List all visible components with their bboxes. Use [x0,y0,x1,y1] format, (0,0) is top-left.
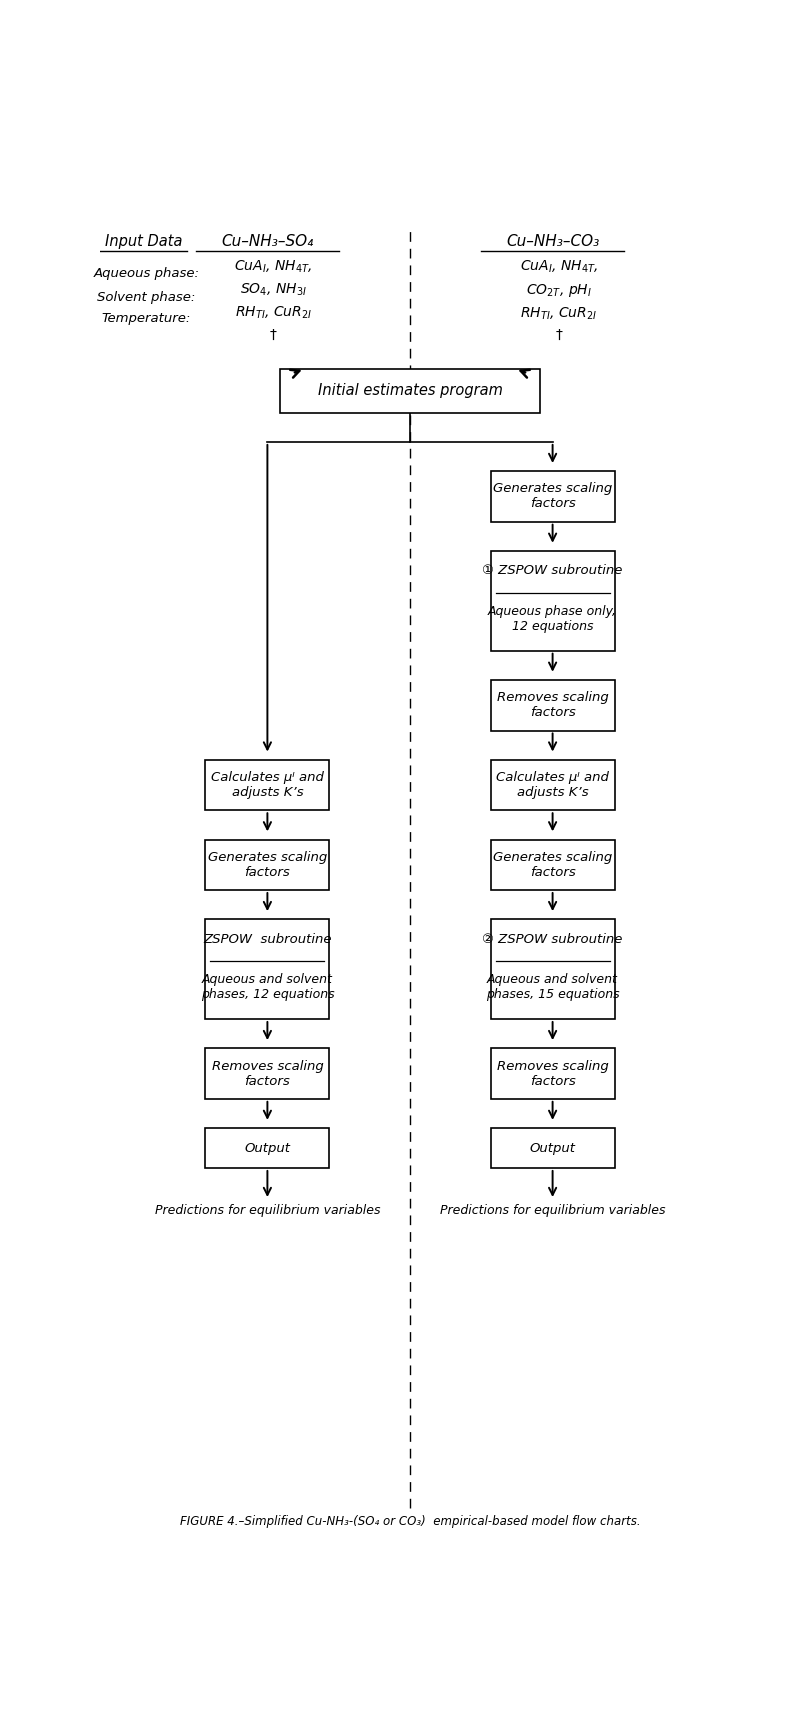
Bar [206,839,330,889]
Text: Initial estimates program: Initial estimates program [318,383,502,399]
Text: Predictions for equilibrium variables: Predictions for equilibrium variables [154,1204,380,1218]
Text: Calculates μᴵ and
adjusts K’s: Calculates μᴵ and adjusts K’s [496,770,609,800]
Text: Output: Output [530,1142,575,1155]
Text: ZSPOW  subroutine: ZSPOW subroutine [203,933,332,946]
Bar [206,1048,330,1098]
Text: Output: Output [245,1142,290,1155]
Bar [490,760,614,810]
Bar [206,1128,330,1167]
Text: Generates scaling
factors: Generates scaling factors [493,482,612,511]
Text: CuA$_I$, NH$_{4T}$,
SO$_4$, NH$_{3I}$
RH$_{TI}$, CuR$_{2I}$
$\dagger$: CuA$_I$, NH$_{4T}$, SO$_4$, NH$_{3I}$ RH… [234,259,313,342]
Text: Aqueous phase only,
12 equations: Aqueous phase only, 12 equations [488,604,617,632]
Bar [206,919,330,1019]
Bar [206,760,330,810]
Text: Generates scaling
factors: Generates scaling factors [208,851,327,879]
Bar [490,919,614,1019]
Text: Calculates μᴵ and
adjusts K’s: Calculates μᴵ and adjusts K’s [211,770,324,800]
Text: ① ZSPOW subroutine: ① ZSPOW subroutine [482,565,622,577]
Bar [490,471,614,522]
Text: Solvent phase:: Solvent phase: [98,292,196,304]
Bar [490,680,614,731]
Text: Cu–NH₃–SO₄: Cu–NH₃–SO₄ [222,235,314,249]
Bar [280,370,540,413]
Text: Removes scaling
factors: Removes scaling factors [497,1060,609,1088]
Text: Cu–NH₃–CO₃: Cu–NH₃–CO₃ [506,235,599,249]
Text: Removes scaling
factors: Removes scaling factors [497,691,609,718]
Text: Aqueous phase:: Aqueous phase: [94,268,199,280]
Bar [490,1048,614,1098]
Text: FIGURE 4.–Simplified Cu-NH₃-(SO₄ or CO₃)  empirical-based model flow charts.: FIGURE 4.–Simplified Cu-NH₃-(SO₄ or CO₃)… [180,1515,640,1528]
Text: ② ZSPOW subroutine: ② ZSPOW subroutine [482,933,622,946]
Bar [490,1128,614,1167]
Text: CuA$_I$, NH$_{4T}$,
CO$_{2T}$, pH$_I$
RH$_{TI}$, CuR$_{2I}$
$\dagger$: CuA$_I$, NH$_{4T}$, CO$_{2T}$, pH$_I$ RH… [520,259,598,342]
Text: Aqueous and solvent
phases, 12 equations: Aqueous and solvent phases, 12 equations [201,972,334,1002]
Text: Temperature:: Temperature: [102,313,191,325]
Bar [490,551,614,651]
Text: Generates scaling
factors: Generates scaling factors [493,851,612,879]
Text: Removes scaling
factors: Removes scaling factors [211,1060,323,1088]
Text: Predictions for equilibrium variables: Predictions for equilibrium variables [440,1204,666,1218]
Text: Input Data: Input Data [105,235,182,249]
Bar [490,839,614,889]
Text: Aqueous and solvent
phases, 15 equations: Aqueous and solvent phases, 15 equations [486,972,619,1002]
